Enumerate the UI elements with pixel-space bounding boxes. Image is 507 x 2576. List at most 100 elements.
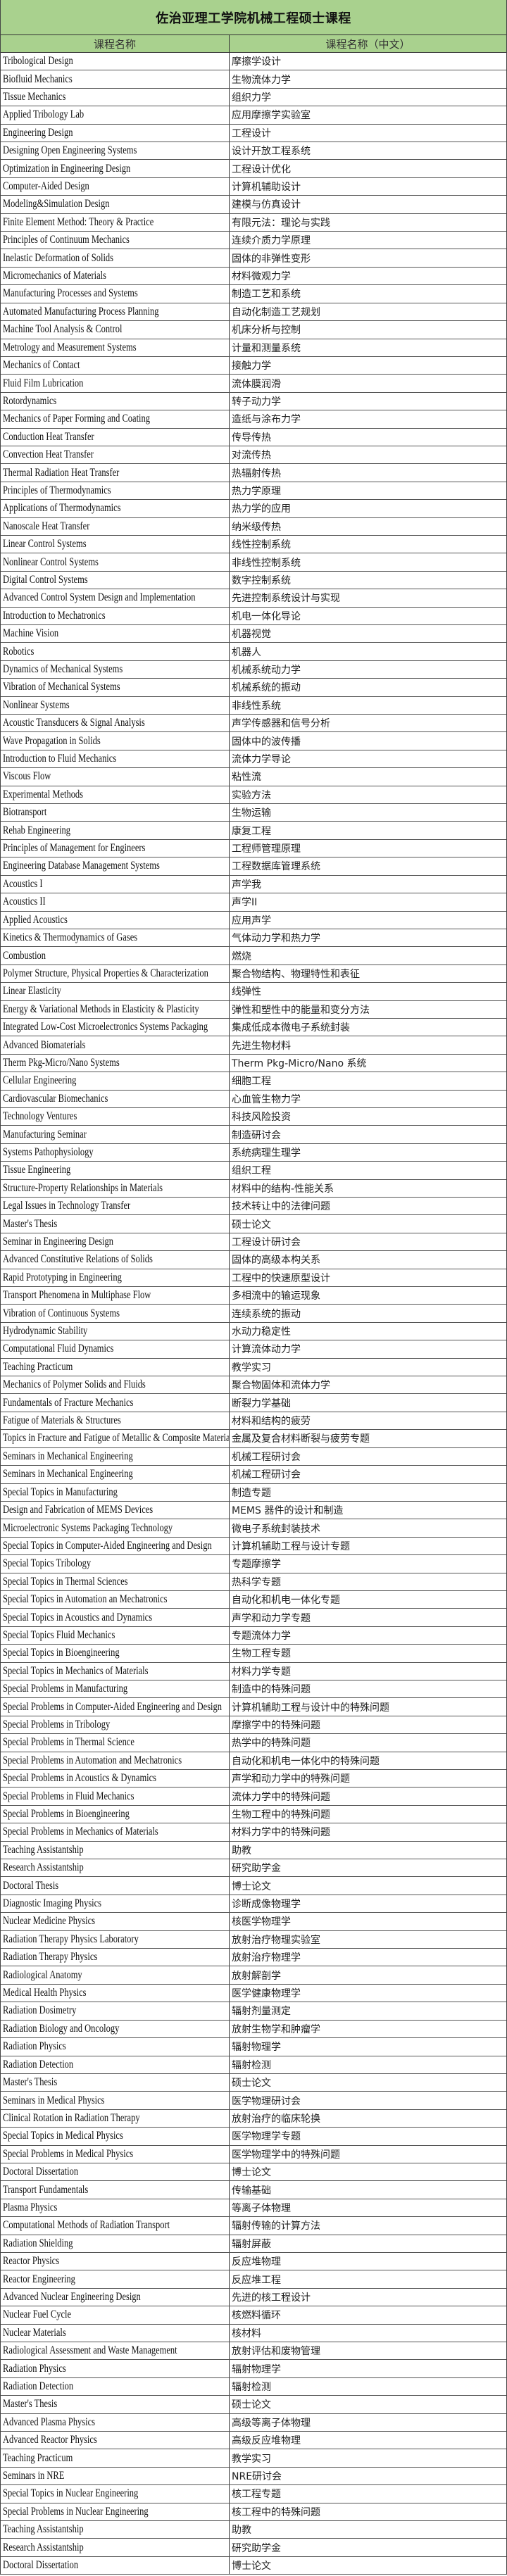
course-name-chinese: 水动力稳定性 xyxy=(232,1326,291,1338)
table-row: Tribological Design 摩擦学设计 xyxy=(1,53,506,71)
table-row: Fluid Film Lubrication 流体膜润滑 xyxy=(1,375,506,393)
course-name-english-cell: Special Problems in Fluid Mechanics xyxy=(1,1788,230,1805)
course-name-english-cell: Seminars in NRE xyxy=(1,2467,230,2485)
table-row: Reactor Physics 反应堆物理 xyxy=(1,2252,506,2271)
table-row: Transport Phenomena in Multiphase Flow 多相… xyxy=(1,1287,506,1305)
course-name-chinese: 集成低成本微电子系统封装 xyxy=(232,1022,350,1034)
table-row: Advanced Constitutive Relations of Solid… xyxy=(1,1251,506,1269)
course-name-chinese: 声学和动力学专题 xyxy=(232,1612,311,1624)
course-name-english: Microelectronic Systems Packaging Techno… xyxy=(3,1521,173,1534)
course-name-chinese: 生物运输 xyxy=(232,808,271,819)
course-name-chinese-cell: 机械系统动力学 xyxy=(230,661,506,678)
course-name-chinese-cell: 核医学物理学 xyxy=(230,1913,506,1930)
course-name-english-cell: Kinetics & Thermodynamics of Gases xyxy=(1,929,230,947)
course-name-chinese-cell: 声学我 xyxy=(230,876,506,893)
course-name-chinese-cell: 制造专题 xyxy=(230,1484,506,1501)
table-row: Nonlinear Systems 非线性系统 xyxy=(1,696,506,715)
course-name-english-cell: Tissue Engineering xyxy=(1,1162,230,1179)
course-name-english-cell: Transport Phenomena in Multiphase Flow xyxy=(1,1287,230,1305)
course-name-chinese: 材料中的结构-性能关系 xyxy=(232,1183,334,1195)
course-name-chinese-cell: 有限元法：理论与实践 xyxy=(230,214,506,231)
course-name-chinese-cell: 辐射检测 xyxy=(230,2056,506,2073)
table-row: Nuclear Materials 核材料 xyxy=(1,2324,506,2342)
course-name-english: Structure-Property Relationships in Mate… xyxy=(3,1181,163,1194)
table-row: Computational Methods of Radiation Trans… xyxy=(1,2217,506,2235)
course-name-chinese: 等离子体物理 xyxy=(232,2202,291,2214)
course-name-english-cell: Automated Manufacturing Process Planning xyxy=(1,303,230,321)
course-name-english-cell: Applied Tribology Lab xyxy=(1,106,230,124)
course-name-chinese: 自动化和机电一体化专题 xyxy=(232,1595,340,1607)
course-name-english: Special Problems in Thermal Science xyxy=(3,1736,134,1749)
course-name-english-cell: Thermal Radiation Heat Transfer xyxy=(1,464,230,482)
course-name-chinese: 多相流中的输运现象 xyxy=(232,1290,320,1302)
course-name-english-cell: Computational Methods of Radiation Trans… xyxy=(1,2217,230,2235)
course-name-chinese: 辐射剂量测定 xyxy=(232,2006,291,2018)
course-name-chinese-cell: 反应堆工程 xyxy=(230,2270,506,2287)
table-row: Rehab Engineering 康复工程 xyxy=(1,822,506,840)
course-name-chinese: 热力学的应用 xyxy=(232,503,291,515)
course-name-chinese: 反应堆工程 xyxy=(232,2274,281,2286)
course-name-english-cell: Biotransport xyxy=(1,804,230,822)
table-row: Special Problems in Computer-Aided Engin… xyxy=(1,1698,506,1716)
course-name-english: Transport Phenomena in Multiphase Flow xyxy=(3,1289,151,1302)
course-name-english-cell: Technology Ventures xyxy=(1,1107,230,1126)
course-name-chinese: 自动化和机电一体化中的特殊问题 xyxy=(232,1755,380,1767)
course-name-chinese: 非线性系统 xyxy=(232,700,281,712)
course-name-chinese-cell: 计算机辅助工程与设计中的特殊问题 xyxy=(230,1698,506,1715)
course-name-chinese-cell: 制造工艺和系统 xyxy=(230,285,506,302)
course-name-chinese-cell: 教学实习 xyxy=(230,1359,506,1376)
course-name-english: Special Topics in Bioengineering xyxy=(3,1647,120,1659)
course-name-chinese: 固体的高级本构关系 xyxy=(232,1255,320,1267)
table-row: Nuclear Fuel Cycle 核燃料循环 xyxy=(1,2306,506,2325)
course-name-chinese-cell: 核工程专题 xyxy=(230,2485,506,2502)
course-name-english: Nanoscale Heat Transfer xyxy=(3,520,90,532)
course-name-chinese-cell: 工程中的快速原型设计 xyxy=(230,1269,506,1286)
column-header-chinese: 课程名称（中文） xyxy=(325,39,411,51)
course-name-english: Radiation Shielding xyxy=(3,2237,73,2249)
course-name-chinese-cell: 医学物理学专题 xyxy=(230,2128,506,2144)
course-name-english: Special Problems in Medical Physics xyxy=(3,2147,134,2160)
table-row: Diagnostic Imaging Physics 诊断成像物理学 xyxy=(1,1895,506,1914)
table-row: Nanoscale Heat Transfer 纳米级传热 xyxy=(1,517,506,536)
course-name-english: Applied Tribology Lab xyxy=(3,108,84,121)
table-row: Special Problems in Mechanics of Materia… xyxy=(1,1823,506,1842)
course-name-english-cell: Rehab Engineering xyxy=(1,822,230,839)
course-name-chinese: 制造工艺和系统 xyxy=(232,289,301,301)
course-name-english: Radiation Therapy Physics xyxy=(3,1951,98,1964)
course-name-chinese: 核燃料循环 xyxy=(232,2310,281,2322)
table-row: Special Problems in Tribology 摩擦学中的特殊问题 xyxy=(1,1716,506,1735)
table-row: Automated Manufacturing Process Planning… xyxy=(1,303,506,322)
course-name-english-cell: Nuclear Fuel Cycle xyxy=(1,2306,230,2324)
course-name-english-cell: Designing Open Engineering Systems xyxy=(1,142,230,160)
table-row: Biotransport 生物运输 xyxy=(1,804,506,822)
course-name-english: Principles of Management for Engineers xyxy=(3,842,146,855)
course-name-english-cell: Nuclear Materials xyxy=(1,2324,230,2342)
table-row: Energy & Variational Methods in Elastici… xyxy=(1,1000,506,1019)
table-row: Micromechanics of Materials 材料微观力学 xyxy=(1,267,506,286)
table-row: Machine Vision 机器视觉 xyxy=(1,625,506,643)
course-name-chinese-cell: 医学物理研讨会 xyxy=(230,2092,506,2109)
course-name-english: Tissue Mechanics xyxy=(3,91,66,103)
table-row: Metrology and Measurement Systems 计量和测量系统 xyxy=(1,339,506,357)
course-name-english-cell: Vibration of Mechanical Systems xyxy=(1,679,230,696)
course-name-chinese-cell: 生物工程中的特殊问题 xyxy=(230,1806,506,1823)
table-row: Seminars in NRE NRE研讨会 xyxy=(1,2467,506,2486)
course-name-chinese-cell: 实验方法 xyxy=(230,786,506,803)
table-row: Special Topics Fluid Mechanics 专题流体力学 xyxy=(1,1626,506,1645)
course-name-chinese-cell: 热科学专题 xyxy=(230,1573,506,1590)
course-name-chinese-cell: 摩擦学设计 xyxy=(230,53,506,70)
table-row: Advanced Nuclear Engineering Design 先进的核工… xyxy=(1,2288,506,2307)
course-name-english-cell: Engineering Database Management Systems xyxy=(1,857,230,875)
course-name-english-cell: Research Assistantship xyxy=(1,1859,230,1877)
course-name-english-cell: Master's Thesis xyxy=(1,2396,230,2413)
course-name-english: Automated Manufacturing Process Planning xyxy=(3,305,159,318)
course-name-english-cell: Experimental Methods xyxy=(1,786,230,804)
table-row: Transport Fundamentals 传输基础 xyxy=(1,2181,506,2199)
table-row: Design and Fabrication of MEMS Devices ME… xyxy=(1,1501,506,1520)
course-name-chinese-cell: 自动化制造工艺规划 xyxy=(230,303,506,320)
course-name-english-cell: Mechanics of Paper Forming and Coating xyxy=(1,410,230,428)
course-name-chinese: 先进的核工程设计 xyxy=(232,2292,311,2304)
course-name-english: Engineering Database Management Systems xyxy=(3,860,160,872)
table-row: Radiological Anatomy 放射解剖学 xyxy=(1,1966,506,1985)
course-name-chinese: 声学II xyxy=(232,897,258,909)
